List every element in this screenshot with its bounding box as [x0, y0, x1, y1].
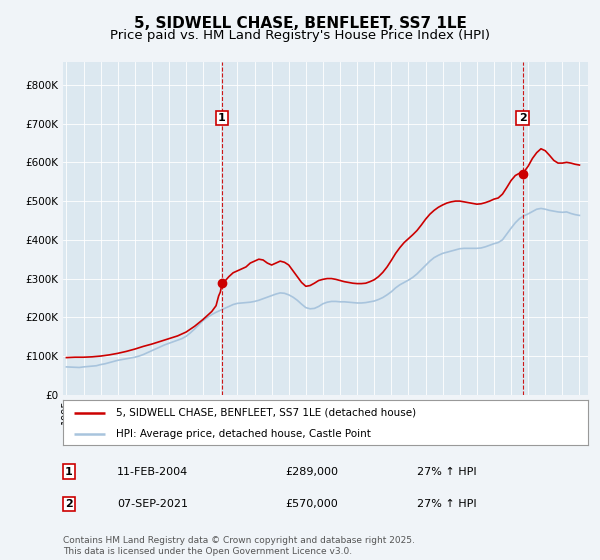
Text: HPI: Average price, detached house, Castle Point: HPI: Average price, detached house, Cast…: [115, 429, 370, 439]
Text: 2: 2: [518, 113, 526, 123]
Text: 27% ↑ HPI: 27% ↑ HPI: [417, 466, 476, 477]
Text: 27% ↑ HPI: 27% ↑ HPI: [417, 499, 476, 509]
Text: 07-SEP-2021: 07-SEP-2021: [117, 499, 188, 509]
Text: Price paid vs. HM Land Registry's House Price Index (HPI): Price paid vs. HM Land Registry's House …: [110, 29, 490, 42]
Text: Contains HM Land Registry data © Crown copyright and database right 2025.
This d: Contains HM Land Registry data © Crown c…: [63, 536, 415, 556]
Text: £570,000: £570,000: [285, 499, 338, 509]
Text: 11-FEB-2004: 11-FEB-2004: [117, 466, 188, 477]
Text: 1: 1: [218, 113, 226, 123]
Text: 2: 2: [65, 499, 73, 509]
Text: 1: 1: [65, 466, 73, 477]
Text: £289,000: £289,000: [285, 466, 338, 477]
Text: 5, SIDWELL CHASE, BENFLEET, SS7 1LE (detached house): 5, SIDWELL CHASE, BENFLEET, SS7 1LE (det…: [115, 408, 416, 418]
Text: 5, SIDWELL CHASE, BENFLEET, SS7 1LE: 5, SIDWELL CHASE, BENFLEET, SS7 1LE: [134, 16, 466, 31]
